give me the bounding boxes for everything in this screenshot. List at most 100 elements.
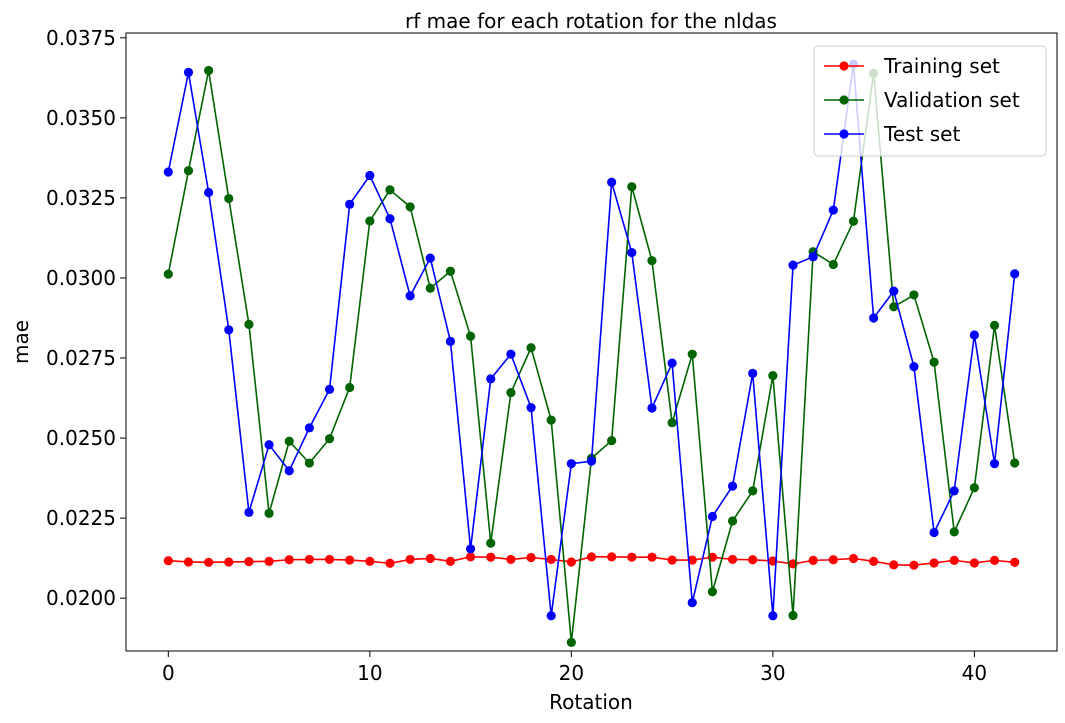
- y-axis-label: mae: [9, 320, 33, 364]
- validation-set-point: [566, 637, 576, 647]
- validation-set-point: [707, 587, 718, 597]
- x-tick-label: 0: [162, 661, 175, 685]
- validation-set-point: [465, 331, 476, 341]
- y-tick-label: 0.0250: [46, 426, 116, 450]
- validation-set-point: [284, 436, 294, 446]
- test-set-point: [808, 252, 818, 262]
- test-set-series: [163, 59, 1020, 621]
- test-set-point: [989, 459, 1000, 469]
- test-set-point: [748, 368, 758, 378]
- training-set-point: [627, 552, 637, 562]
- training-set-point: [808, 555, 818, 565]
- test-set-point: [365, 170, 375, 181]
- training-set-point: [929, 558, 939, 568]
- test-set-point: [566, 459, 576, 469]
- training-set-point: [526, 552, 536, 563]
- validation-set-point: [385, 185, 395, 195]
- training-set-point: [667, 555, 677, 565]
- test-set-point: [445, 336, 456, 346]
- validation-set-point: [627, 182, 637, 192]
- x-axis-label: Rotation: [549, 690, 633, 714]
- validation-set-point: [788, 610, 798, 621]
- test-set-point: [546, 611, 556, 621]
- training-set-point: [163, 556, 173, 566]
- y-tick-label: 0.0375: [46, 26, 116, 50]
- validation-set-point: [768, 371, 778, 381]
- validation-set-point: [546, 415, 556, 425]
- y-tick-label: 0.0350: [46, 106, 116, 130]
- test-set-point: [667, 358, 677, 368]
- test-set-point: [324, 384, 335, 394]
- test-set-point: [284, 466, 294, 476]
- test-set-point: [647, 403, 657, 413]
- validation-set-point: [748, 486, 758, 496]
- legend-label: Validation set: [884, 88, 1020, 112]
- test-set-point: [465, 544, 476, 554]
- training-set-point: [869, 556, 879, 566]
- x-tick-label: 30: [760, 661, 785, 685]
- test-set-point: [425, 253, 435, 263]
- test-set-point: [929, 527, 939, 538]
- test-set-point: [345, 199, 355, 209]
- test-set-point: [768, 611, 778, 621]
- y-tick-label: 0.0300: [46, 266, 116, 290]
- validation-set-point: [889, 302, 899, 312]
- training-set-point: [969, 558, 979, 568]
- validation-set-point: [163, 269, 173, 279]
- validation-set-point: [727, 516, 738, 526]
- test-set-point: [687, 598, 697, 608]
- test-set-point: [949, 486, 959, 496]
- validation-set-point: [445, 266, 456, 276]
- test-set-point: [304, 423, 314, 433]
- training-set-point: [647, 552, 657, 562]
- training-set-point: [848, 553, 859, 564]
- training-set-point: [244, 557, 254, 567]
- validation-set-point: [667, 418, 677, 428]
- test-set-point: [244, 507, 254, 517]
- test-set-point: [224, 325, 234, 335]
- validation-set-point: [647, 256, 657, 266]
- training-set-point: [748, 555, 758, 565]
- legend-marker: [839, 95, 849, 105]
- test-set-point: [506, 349, 516, 359]
- test-set-point: [486, 374, 496, 384]
- plot-area-frame: [125, 32, 1058, 652]
- training-set-point: [566, 557, 576, 567]
- validation-set-point: [365, 216, 375, 226]
- training-set-point: [727, 554, 738, 565]
- training-set-point: [224, 557, 234, 567]
- test-set-point: [586, 456, 597, 466]
- test-set-point: [727, 481, 738, 491]
- training-set-point: [828, 555, 838, 565]
- validation-set-point: [828, 259, 838, 270]
- validation-set-point: [324, 434, 335, 444]
- test-set-point: [707, 511, 718, 522]
- legend-box: [813, 45, 1047, 157]
- test-set-point: [526, 403, 536, 413]
- training-set-point: [607, 552, 617, 562]
- validation-set-point: [224, 193, 234, 204]
- validation-set-point: [687, 349, 697, 359]
- training-set-point: [304, 554, 314, 565]
- x-tick-label: 10: [357, 661, 382, 685]
- training-set-point: [909, 560, 919, 570]
- training-set-point: [405, 554, 415, 565]
- test-set-point: [1010, 269, 1020, 279]
- training-set-series: [163, 552, 1020, 570]
- validation-set-point: [244, 319, 254, 329]
- test-set-point: [405, 291, 415, 301]
- validation-set-point: [183, 166, 194, 176]
- validation-set-point: [929, 357, 939, 367]
- training-set-point: [345, 555, 355, 565]
- validation-set-point: [304, 458, 314, 468]
- test-set-point: [828, 205, 838, 215]
- test-set-point: [889, 286, 899, 296]
- validation-set-point: [486, 538, 496, 548]
- y-tick-label: 0.0325: [46, 186, 116, 210]
- validation-set-point: [909, 290, 919, 300]
- training-set-point: [465, 552, 476, 562]
- legend-marker: [839, 129, 849, 139]
- validation-set-point: [848, 216, 859, 226]
- validation-set-point: [949, 527, 959, 537]
- training-set-point: [486, 552, 496, 562]
